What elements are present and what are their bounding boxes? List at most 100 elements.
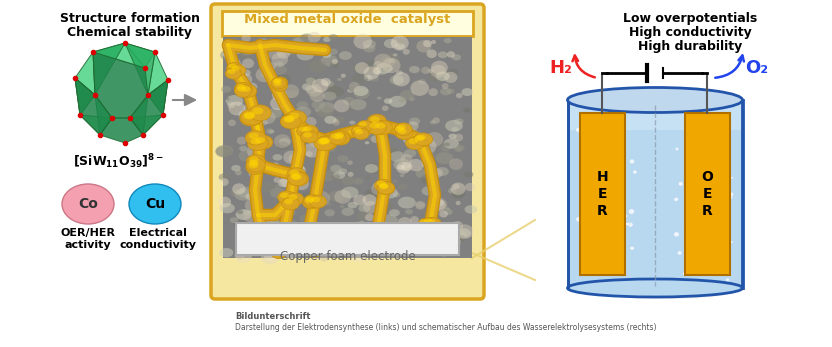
- Ellipse shape: [380, 243, 398, 254]
- Ellipse shape: [465, 183, 475, 191]
- Ellipse shape: [272, 80, 288, 91]
- Ellipse shape: [374, 54, 391, 68]
- Ellipse shape: [306, 77, 319, 86]
- Ellipse shape: [626, 222, 630, 226]
- Ellipse shape: [453, 184, 459, 189]
- Ellipse shape: [592, 233, 597, 237]
- Ellipse shape: [272, 88, 287, 101]
- Ellipse shape: [249, 167, 263, 179]
- Ellipse shape: [585, 127, 589, 131]
- Ellipse shape: [686, 131, 691, 135]
- Ellipse shape: [389, 151, 406, 162]
- Ellipse shape: [244, 111, 255, 118]
- Ellipse shape: [349, 82, 359, 91]
- Ellipse shape: [334, 225, 346, 236]
- Ellipse shape: [706, 266, 709, 270]
- Ellipse shape: [287, 107, 293, 111]
- Ellipse shape: [394, 159, 411, 170]
- Ellipse shape: [357, 120, 373, 132]
- Ellipse shape: [354, 127, 361, 132]
- Ellipse shape: [377, 181, 394, 194]
- Ellipse shape: [289, 44, 305, 56]
- Ellipse shape: [382, 53, 399, 65]
- Ellipse shape: [418, 79, 426, 84]
- Ellipse shape: [339, 205, 344, 208]
- Ellipse shape: [453, 134, 463, 142]
- Ellipse shape: [684, 197, 689, 201]
- Ellipse shape: [255, 228, 260, 232]
- Ellipse shape: [260, 225, 270, 232]
- Ellipse shape: [255, 67, 274, 82]
- Ellipse shape: [428, 71, 445, 82]
- Ellipse shape: [368, 163, 385, 175]
- Ellipse shape: [310, 138, 321, 148]
- Ellipse shape: [361, 222, 379, 237]
- Ellipse shape: [237, 210, 243, 214]
- Text: OER/HER: OER/HER: [61, 228, 116, 238]
- Ellipse shape: [353, 128, 369, 139]
- Ellipse shape: [271, 240, 279, 245]
- Ellipse shape: [359, 125, 372, 136]
- Ellipse shape: [225, 90, 236, 97]
- Ellipse shape: [265, 44, 284, 59]
- Ellipse shape: [299, 215, 310, 222]
- Ellipse shape: [292, 174, 302, 180]
- Text: Electrical: Electrical: [129, 228, 187, 238]
- Ellipse shape: [225, 97, 230, 100]
- Ellipse shape: [607, 191, 611, 194]
- Ellipse shape: [364, 141, 369, 144]
- Ellipse shape: [341, 208, 354, 216]
- Text: conductivity: conductivity: [120, 240, 196, 250]
- Ellipse shape: [409, 97, 415, 101]
- Ellipse shape: [454, 118, 463, 125]
- Ellipse shape: [411, 133, 418, 137]
- Ellipse shape: [410, 232, 428, 244]
- Ellipse shape: [365, 213, 374, 221]
- Ellipse shape: [238, 110, 253, 119]
- Ellipse shape: [410, 81, 429, 96]
- Ellipse shape: [678, 181, 683, 186]
- Ellipse shape: [606, 136, 612, 141]
- Ellipse shape: [416, 249, 422, 253]
- Ellipse shape: [230, 73, 236, 77]
- Ellipse shape: [305, 244, 320, 255]
- Ellipse shape: [389, 147, 398, 153]
- Ellipse shape: [412, 134, 431, 147]
- Ellipse shape: [244, 42, 260, 53]
- Polygon shape: [148, 52, 168, 95]
- Ellipse shape: [237, 84, 245, 90]
- Ellipse shape: [235, 170, 242, 175]
- Ellipse shape: [443, 38, 452, 43]
- Text: Low overpotentials: Low overpotentials: [623, 12, 757, 25]
- Ellipse shape: [247, 136, 268, 151]
- Ellipse shape: [322, 163, 328, 167]
- Ellipse shape: [289, 153, 301, 164]
- Ellipse shape: [284, 195, 294, 201]
- Polygon shape: [125, 43, 155, 95]
- Ellipse shape: [239, 150, 256, 162]
- Ellipse shape: [223, 50, 236, 59]
- Ellipse shape: [729, 192, 734, 196]
- Ellipse shape: [350, 249, 366, 262]
- Polygon shape: [95, 95, 112, 135]
- Ellipse shape: [347, 160, 353, 165]
- Ellipse shape: [705, 158, 709, 162]
- Ellipse shape: [426, 132, 443, 147]
- Ellipse shape: [342, 177, 355, 185]
- Ellipse shape: [289, 194, 297, 200]
- Ellipse shape: [237, 86, 245, 92]
- Ellipse shape: [313, 209, 319, 213]
- Ellipse shape: [352, 73, 369, 84]
- Ellipse shape: [398, 217, 412, 229]
- Ellipse shape: [319, 138, 329, 144]
- Ellipse shape: [335, 132, 344, 138]
- Ellipse shape: [275, 230, 292, 244]
- Ellipse shape: [364, 44, 375, 52]
- Ellipse shape: [371, 240, 387, 252]
- Ellipse shape: [250, 138, 261, 144]
- Ellipse shape: [355, 129, 363, 134]
- Ellipse shape: [436, 71, 450, 81]
- Ellipse shape: [694, 269, 697, 271]
- Ellipse shape: [306, 77, 315, 84]
- Ellipse shape: [448, 188, 458, 194]
